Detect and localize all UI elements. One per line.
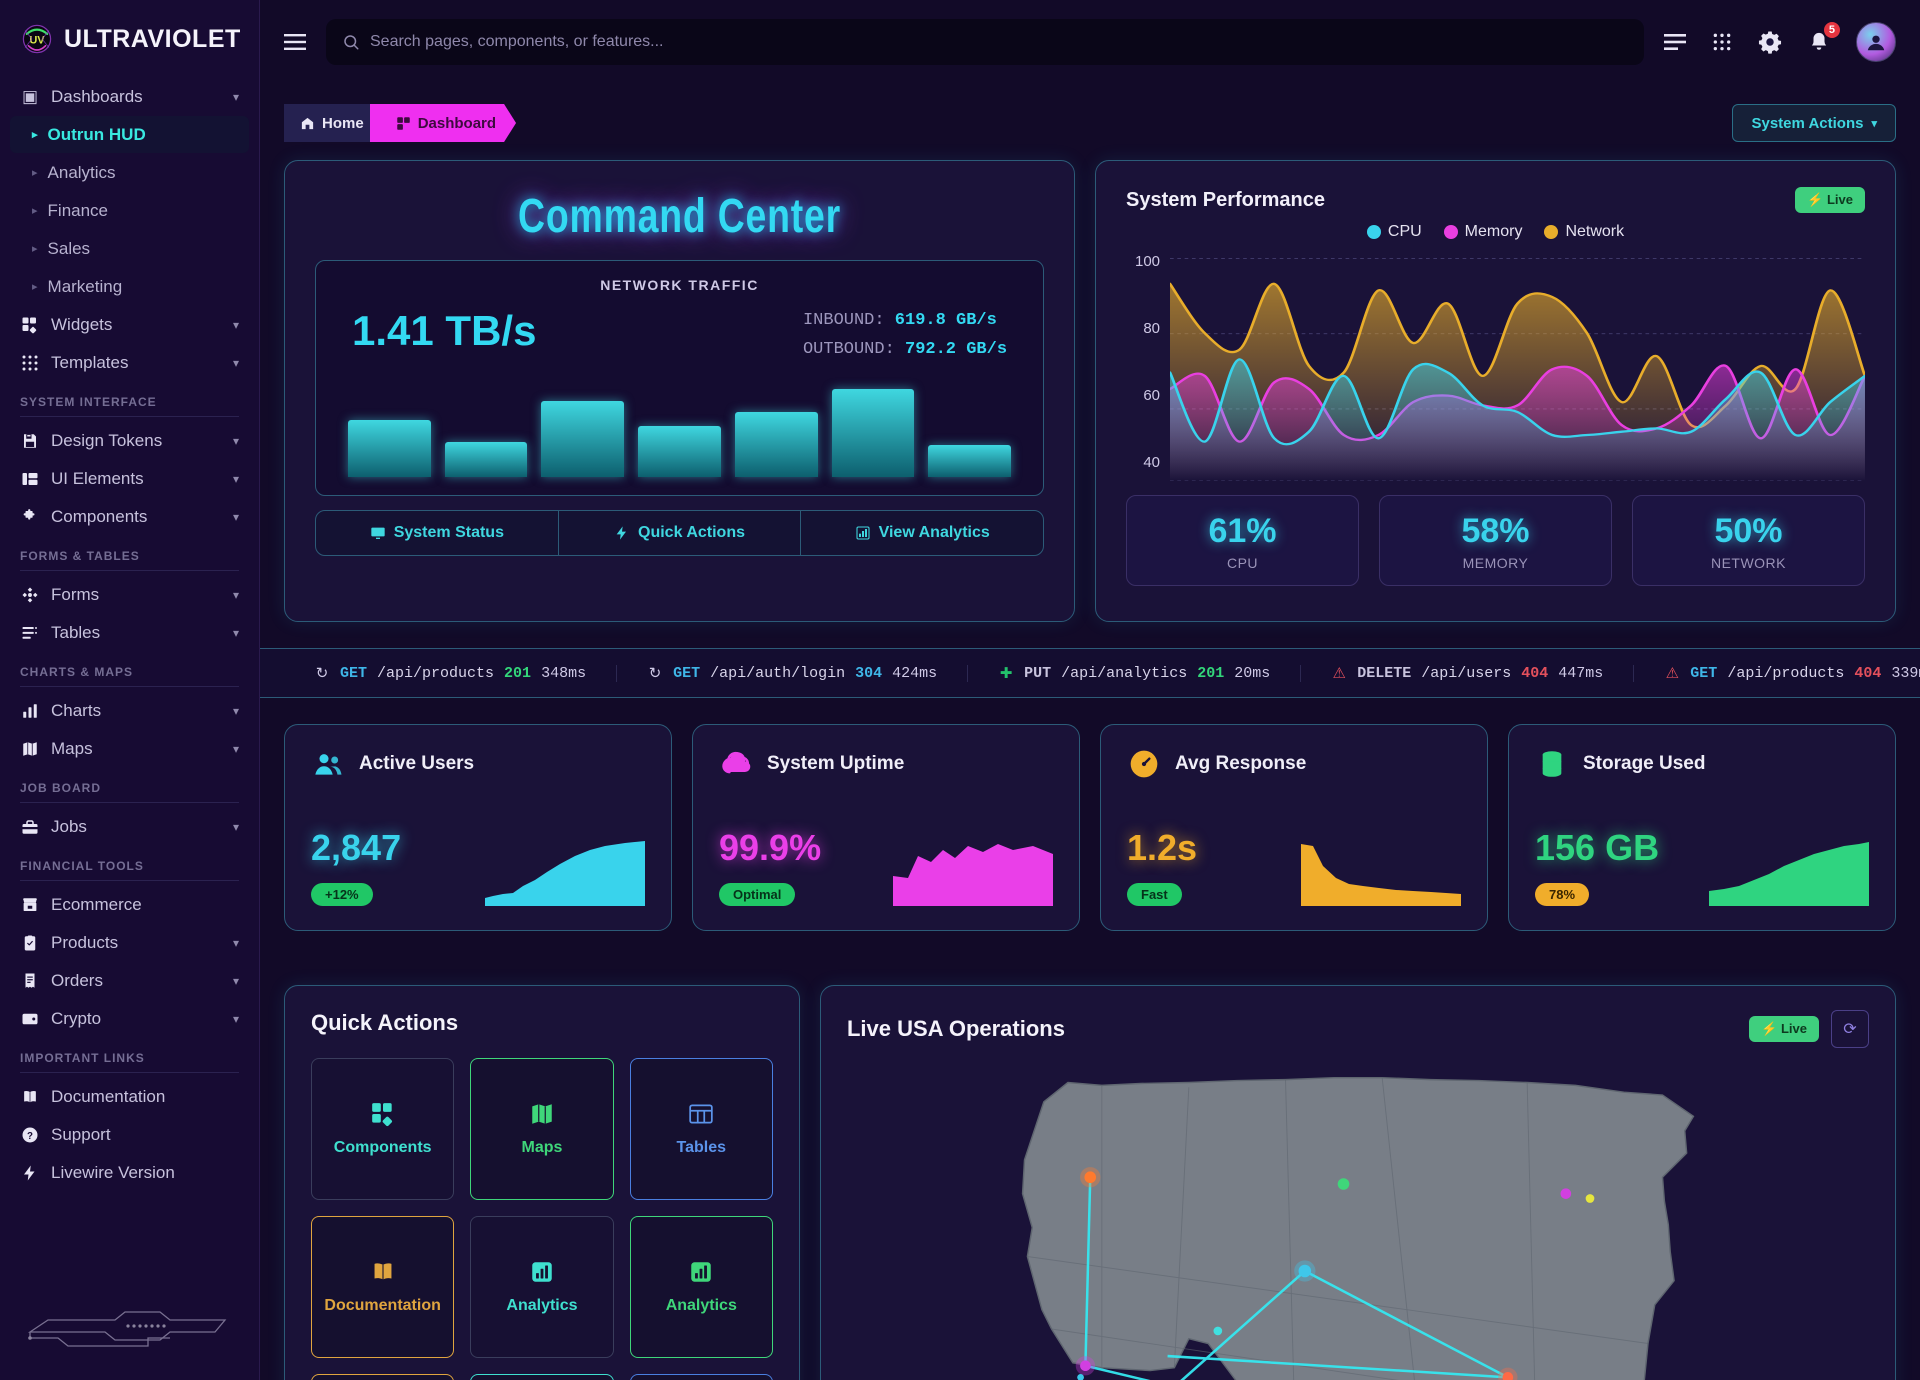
svg-text:?: ? xyxy=(27,1130,33,1141)
